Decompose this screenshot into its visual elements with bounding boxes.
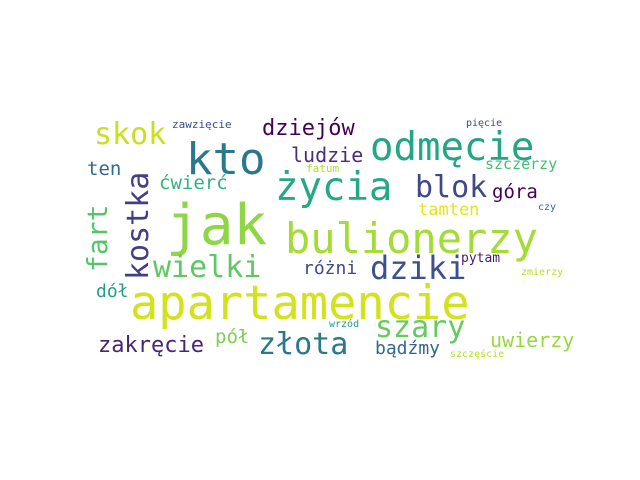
word-wrzod: wrzód [329,319,360,330]
word-skok: skok [94,117,167,152]
word-piecie: pięcie [466,118,503,129]
word-dol: dół [96,281,129,302]
word-dziki: dziki [370,249,467,287]
word-ludzie: ludzie [291,143,364,167]
word-ten: ten [87,158,122,180]
word-dziejow: dziejów [262,116,355,141]
word-fatum: fatum [306,162,340,175]
word-apartamencie: apartamencie [130,276,470,331]
word-blok: blok [415,170,488,205]
word-jak: jak [166,193,268,258]
word-gora: góra [492,181,538,203]
word-czy: czy [538,202,557,213]
word-pytam: pytam [461,251,501,266]
word-odmecie: odmęcie [370,125,535,170]
word-pol: pół [215,326,250,348]
word-zmierzy: zmierzy [521,267,564,278]
word-badzmy: bądźmy [375,338,441,359]
word-fart: fart [81,204,114,272]
word-kostka: kostka [121,171,156,280]
word-wielki: wielki [153,250,262,285]
word-zycia: życia [275,165,393,210]
word-uwierzy: uwierzy [490,328,575,352]
word-rozni: różni [303,258,358,279]
word-tamten: tamten [418,200,480,220]
word-szczescie: szczęście [450,349,505,360]
word-cwierc: ćwierć [159,172,228,194]
word-zlota: złota [258,327,349,362]
word-zakrecie: zakręcie [98,333,204,358]
word-bulionerzy: bulionerzy [285,214,538,263]
word-zawziecie: zawzięcie [172,118,232,131]
word-kto: kto [186,134,266,185]
word-szczerzy: szczerzy [485,155,558,173]
word-szary: szary [375,310,466,345]
